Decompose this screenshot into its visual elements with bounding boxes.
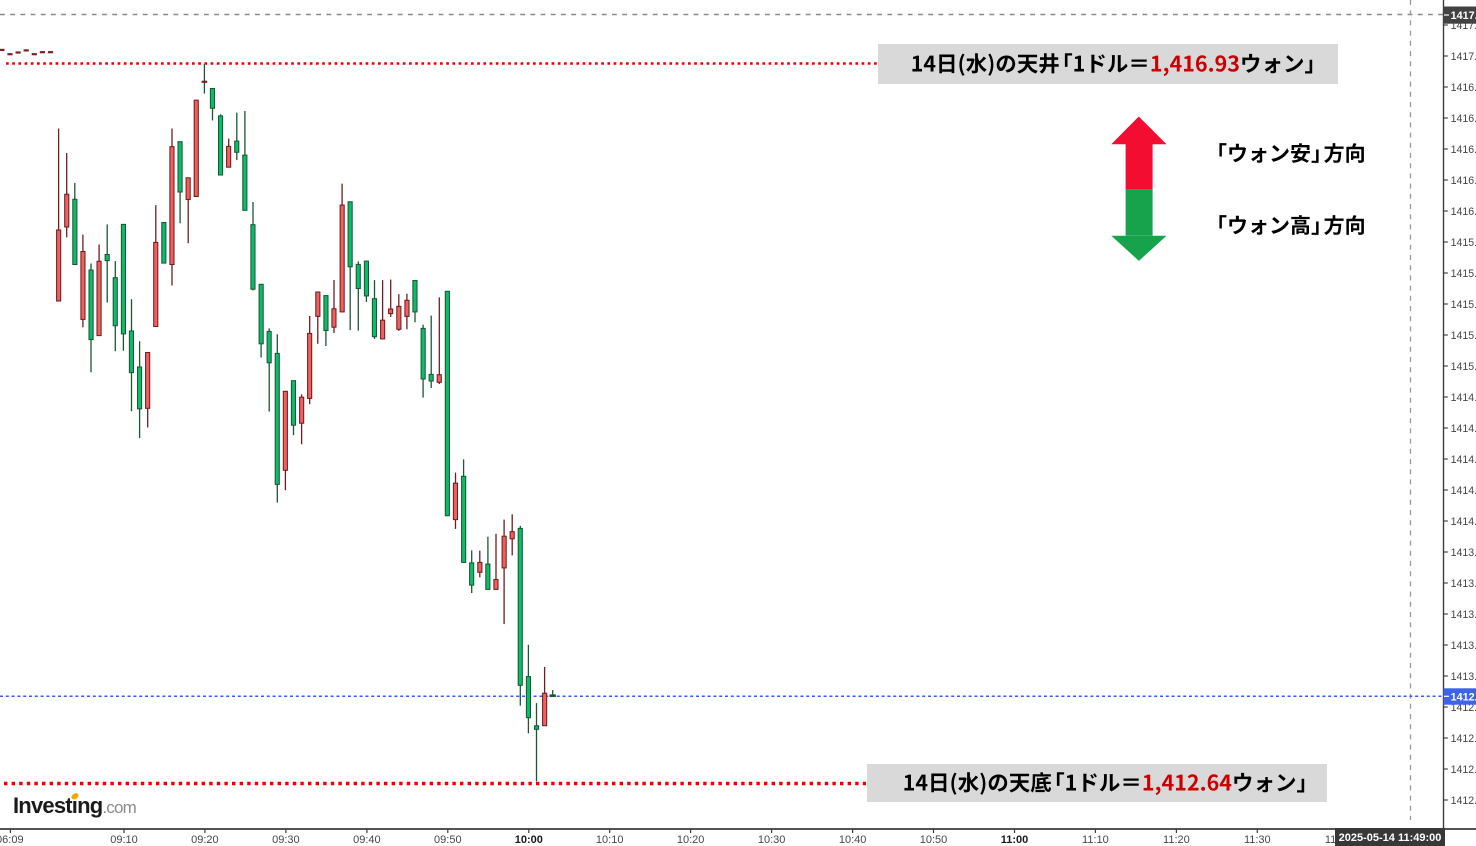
svg-text:1416.8: 1416.8 — [1451, 82, 1476, 94]
svg-text:1416.2: 1416.2 — [1451, 175, 1476, 187]
svg-text:10:30: 10:30 — [758, 834, 786, 846]
svg-text:11:10: 11:10 — [1082, 834, 1109, 846]
svg-text:1412.2: 1412.2 — [1451, 795, 1476, 807]
svg-text:1412.4: 1412.4 — [1451, 764, 1476, 776]
svg-text:1413.0: 1413.0 — [1451, 671, 1476, 683]
svg-text:11:00: 11:00 — [1001, 834, 1029, 846]
svg-text:1412.8: 1412.8 — [1451, 702, 1476, 714]
svg-text:1414.4: 1414.4 — [1451, 454, 1476, 466]
svg-text:2025-05-14 11:49:00: 2025-05-14 11:49:00 — [1339, 832, 1442, 844]
svg-text:1412.9: 1412.9 — [1451, 692, 1476, 704]
svg-text:1416.0: 1416.0 — [1451, 206, 1476, 218]
svg-text:10:00: 10:00 — [515, 834, 543, 846]
svg-text:09:20: 09:20 — [191, 834, 219, 846]
svg-text:1416.6: 1416.6 — [1451, 113, 1476, 125]
svg-text:11:30: 11:30 — [1244, 834, 1271, 846]
svg-text:09:10: 09:10 — [110, 834, 138, 846]
svg-text:10:10: 10:10 — [596, 834, 624, 846]
svg-text:1416.4: 1416.4 — [1451, 144, 1476, 156]
svg-text:06:09: 06:09 — [0, 834, 24, 846]
svg-text:10:50: 10:50 — [920, 834, 948, 846]
svg-text:1414.6: 1414.6 — [1451, 423, 1476, 435]
svg-text:1415.6: 1415.6 — [1451, 268, 1476, 280]
svg-text:1414.8: 1414.8 — [1451, 392, 1476, 404]
svg-text:1415.2: 1415.2 — [1451, 330, 1476, 342]
svg-text:1412.6: 1412.6 — [1451, 733, 1476, 745]
svg-text:1414.2: 1414.2 — [1451, 485, 1476, 497]
svg-text:1415.0: 1415.0 — [1451, 361, 1476, 373]
svg-text:10:20: 10:20 — [677, 834, 705, 846]
svg-text:1414.0: 1414.0 — [1451, 516, 1476, 528]
svg-text:1415.8: 1415.8 — [1451, 237, 1476, 249]
svg-text:09:40: 09:40 — [353, 834, 381, 846]
svg-text:1417.0: 1417.0 — [1451, 51, 1476, 63]
svg-text:11:20: 11:20 — [1163, 834, 1190, 846]
svg-text:1413.4: 1413.4 — [1451, 609, 1476, 621]
svg-text:1413.6: 1413.6 — [1451, 578, 1476, 590]
svg-text:10:40: 10:40 — [839, 834, 867, 846]
svg-text:1415.4: 1415.4 — [1451, 299, 1476, 311]
svg-text:09:30: 09:30 — [272, 834, 300, 846]
svg-text:09:50: 09:50 — [434, 834, 462, 846]
svg-text:1413.2: 1413.2 — [1451, 640, 1476, 652]
svg-text:1413.8: 1413.8 — [1451, 547, 1476, 559]
svg-text:1417.2: 1417.2 — [1451, 10, 1476, 22]
